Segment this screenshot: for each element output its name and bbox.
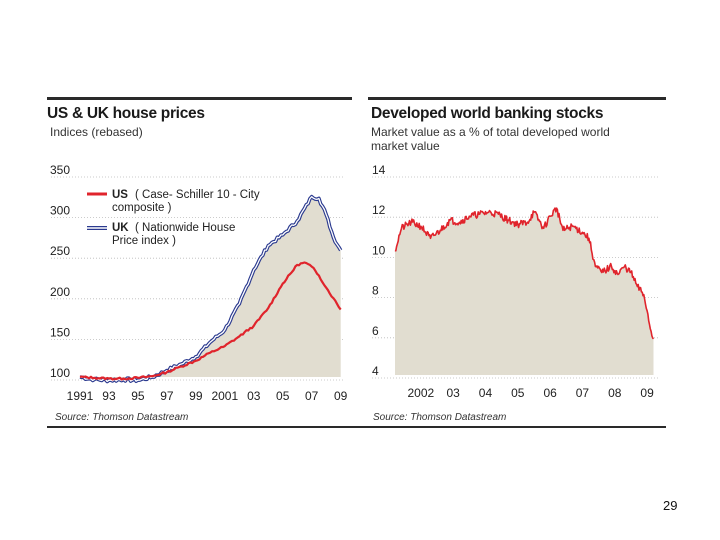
left-x-tick: 99 bbox=[189, 389, 203, 403]
right-x-tick: 07 bbox=[576, 386, 590, 400]
legend-uk-label-line2: Price index ) bbox=[112, 235, 176, 247]
legend-us-key: US bbox=[112, 189, 128, 201]
right-y-tick: 4 bbox=[372, 364, 379, 378]
banking-stocks-panel: Developed world banking stocks Market va… bbox=[368, 97, 666, 430]
left-y-tick: 250 bbox=[50, 244, 70, 258]
legend-uk-key: UK bbox=[112, 222, 129, 234]
right-x-tick: 06 bbox=[543, 386, 557, 400]
left-y-tick: 100 bbox=[50, 366, 70, 380]
right-y-tick: 12 bbox=[372, 203, 386, 217]
legend-us-label-line2: composite ) bbox=[112, 202, 172, 214]
left-x-tick: 03 bbox=[247, 389, 261, 403]
right-x-tick: 09 bbox=[640, 386, 654, 400]
right-x-tick: 05 bbox=[511, 386, 525, 400]
right-x-tick: 08 bbox=[608, 386, 622, 400]
right-x-tick: 04 bbox=[479, 386, 493, 400]
us-series-line bbox=[79, 261, 342, 381]
page-number: 29 bbox=[663, 498, 678, 513]
left-x-tick: 97 bbox=[160, 389, 174, 403]
right-chart-subtitle: Market value as a % of total developed w… bbox=[371, 125, 610, 153]
banking-stocks-chart: 14 12 10 8 6 4 2002 03 04 05 06 07 08 09 bbox=[372, 163, 660, 400]
left-y-tick: 300 bbox=[50, 204, 70, 218]
left-chart-subtitle: Indices (rebased) bbox=[50, 125, 143, 139]
us-uk-house-prices-panel: US & UK house prices Indices (rebased) 3… bbox=[47, 97, 352, 430]
left-x-tick: 2001 bbox=[211, 389, 238, 403]
banking-stocks-line bbox=[394, 207, 655, 340]
right-y-tick: 10 bbox=[372, 243, 386, 257]
left-chart-source: Source: Thomson Datastream bbox=[55, 412, 189, 423]
right-y-tick: 8 bbox=[372, 284, 379, 298]
legend: US ( Case- Schiller 10 - City composite … bbox=[87, 189, 260, 247]
legend-us-label: ( Case- Schiller 10 - City bbox=[135, 189, 260, 201]
legend-uk-label: ( Nationwide House bbox=[135, 222, 235, 234]
house-prices-chart: 350 300 250 200 150 100 1991 93 95 97 99 2001 03 05 0… bbox=[50, 163, 348, 403]
bottom-rule bbox=[47, 426, 666, 428]
right-x-tick: 2002 bbox=[408, 386, 435, 400]
left-chart-title: US & UK house prices bbox=[47, 105, 205, 122]
left-x-tick: 05 bbox=[276, 389, 290, 403]
right-chart-title: Developed world banking stocks bbox=[371, 105, 604, 122]
left-x-tick: 93 bbox=[102, 389, 116, 403]
banking-stocks-area bbox=[395, 208, 654, 375]
left-y-tick: 350 bbox=[50, 163, 70, 177]
left-x-tick: 07 bbox=[305, 389, 319, 403]
right-y-tick: 14 bbox=[372, 163, 386, 177]
left-x-tick: 1991 bbox=[67, 389, 94, 403]
right-chart-source: Source: Thomson Datastream bbox=[373, 412, 507, 423]
left-x-tick: 95 bbox=[131, 389, 145, 403]
right-y-tick: 6 bbox=[372, 324, 379, 338]
right-x-tick: 03 bbox=[446, 386, 460, 400]
left-y-tick: 200 bbox=[50, 285, 70, 299]
left-x-tick: 09 bbox=[334, 389, 348, 403]
left-y-tick: 150 bbox=[50, 325, 70, 339]
